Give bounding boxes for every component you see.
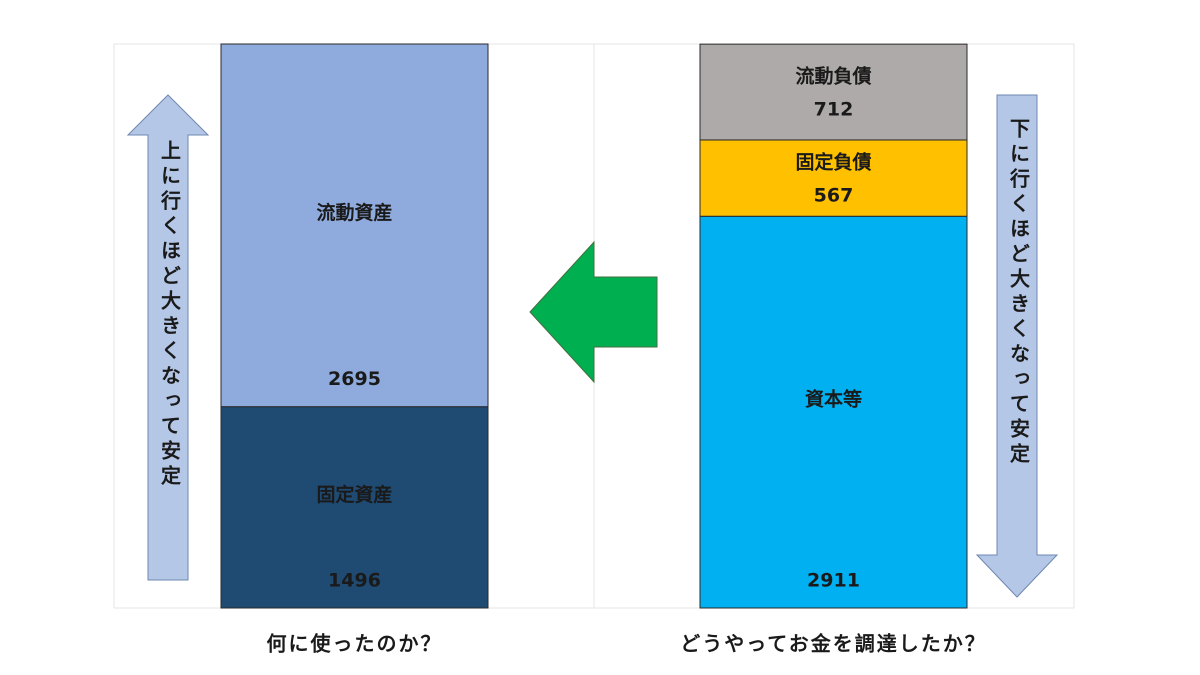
bar-segment — [220, 406, 489, 609]
segment-name: 資本等 — [805, 388, 862, 411]
segment-name: 固定負債 — [795, 151, 871, 174]
x-tick-label: どうやってお金を調達したか？ — [680, 632, 986, 656]
bar-segment — [699, 43, 968, 141]
segment-name: 固定資産 — [316, 483, 392, 506]
data-label: 1496 — [328, 570, 381, 592]
data-label: 567 — [814, 185, 854, 207]
arrow — [529, 240, 658, 384]
data-label: 2911 — [807, 570, 860, 592]
data-label: 712 — [814, 99, 854, 121]
bar-segment — [699, 215, 968, 609]
down-arrow — [975, 94, 1059, 598]
data-label: 2695 — [328, 368, 381, 390]
bar-segment — [699, 139, 968, 217]
annotation: 下に行くほど大きくなって安定 — [1007, 118, 1031, 468]
up-arrow — [126, 94, 210, 581]
bar-segment — [220, 43, 489, 408]
annotation: 上に行くほど大きくなって安定 — [158, 140, 182, 490]
segment-name: 流動資産 — [316, 201, 392, 224]
segment-name: 流動負債 — [795, 65, 871, 88]
x-tick-label: 何に使ったのか？ — [267, 632, 443, 656]
